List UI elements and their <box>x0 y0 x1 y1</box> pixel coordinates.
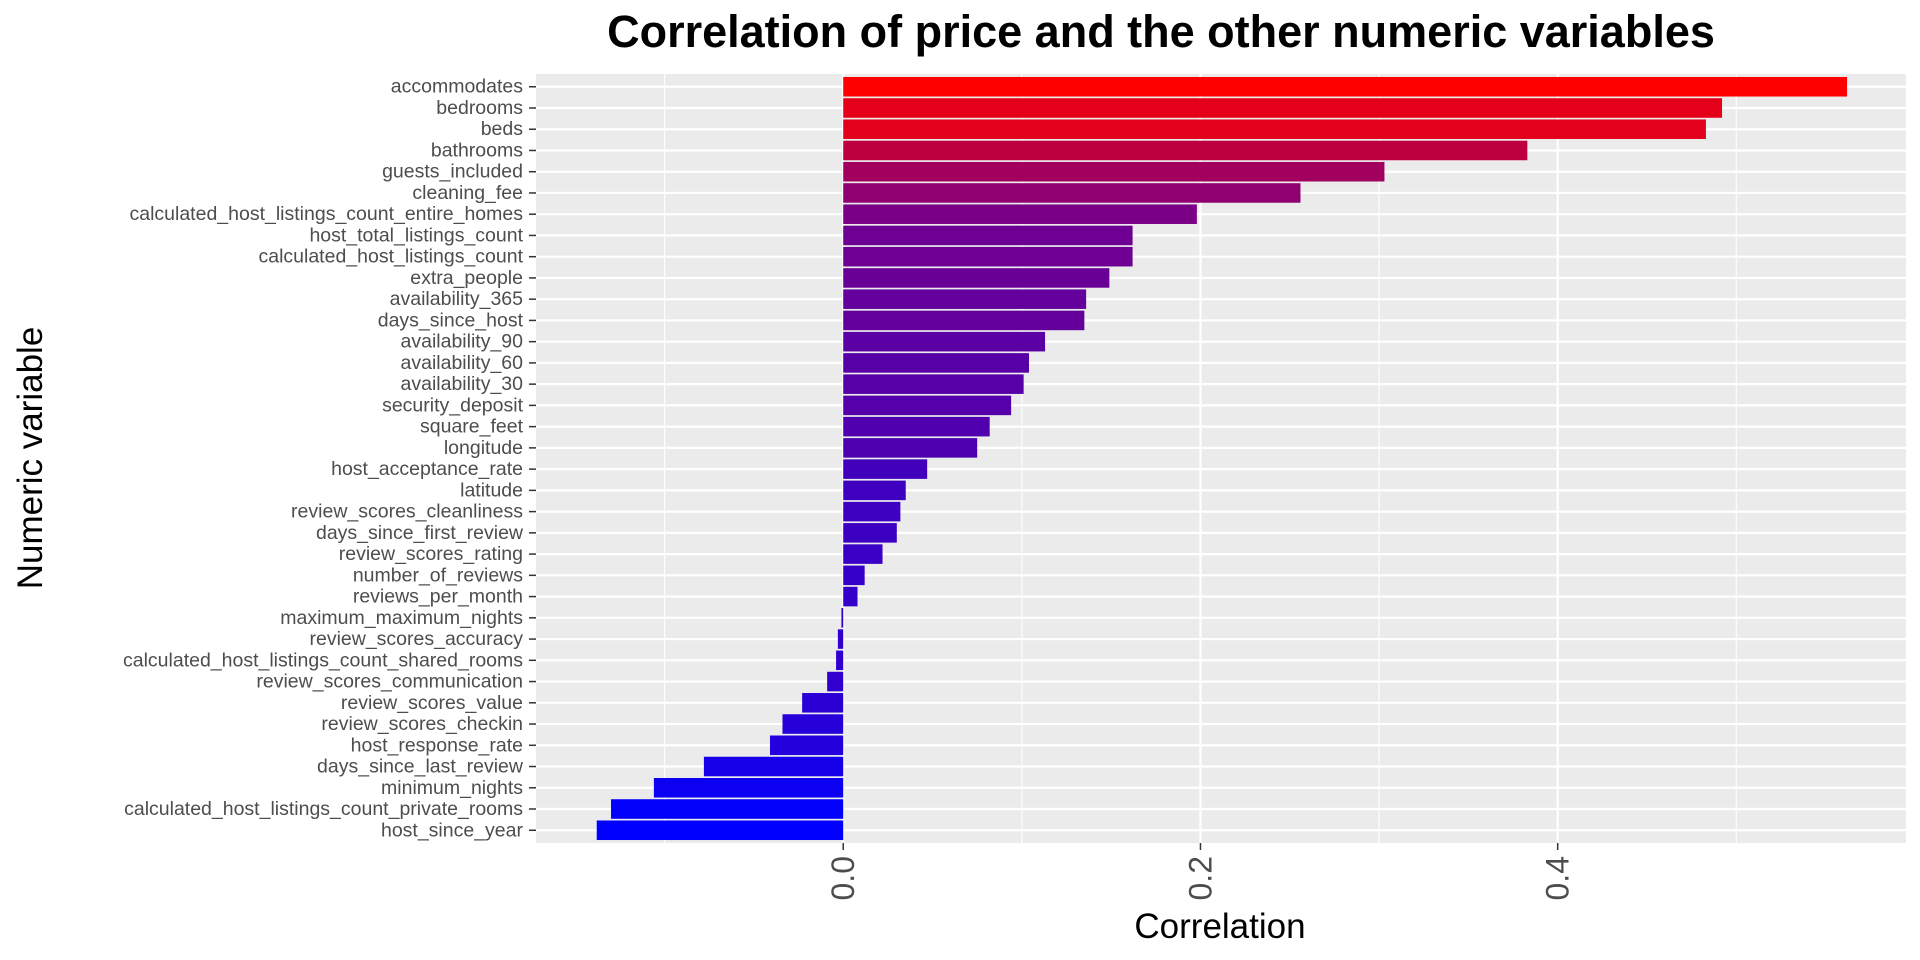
bar-bedrooms <box>843 98 1723 118</box>
bar-availability-60 <box>843 353 1029 373</box>
y-tick-label: guests_included <box>382 161 523 183</box>
y-tick-label: availability_60 <box>401 352 524 374</box>
bar-extra-people <box>843 268 1110 288</box>
x-axis-ticks: 0.0 0.2 0.4 <box>825 843 1576 900</box>
x-axis-title: Correlation <box>1134 907 1305 946</box>
bar-calculated-host-listings-count-private-rooms <box>611 799 844 819</box>
bar-calculated-host-listings-count-entire-homes <box>843 204 1197 224</box>
bar-days-since-host <box>843 310 1085 331</box>
x-tick-label: 0.4 <box>1540 856 1576 900</box>
y-tick-label: bedrooms <box>436 97 523 119</box>
y-tick-label: days_since_host <box>378 309 524 331</box>
y-tick-label: host_total_listings_count <box>309 224 523 246</box>
bar-availability-365 <box>843 289 1087 309</box>
bar-availability-30 <box>843 374 1024 394</box>
bar-guests-included <box>843 161 1385 182</box>
x-tick-label: 0.2 <box>1182 856 1218 900</box>
y-tick-label: number_of_reviews <box>353 564 523 586</box>
bar-days-since-first-review <box>843 523 897 543</box>
y-tick-label: bathrooms <box>431 139 523 161</box>
bar-calculated-host-listings-count <box>843 246 1133 267</box>
y-tick-label: availability_30 <box>401 373 524 395</box>
y-tick-label: calculated_host_listings_count <box>258 246 523 268</box>
bar-host-total-listings-count <box>843 225 1133 246</box>
y-tick-label: calculated_host_listings_count_private_r… <box>124 798 523 820</box>
y-tick-label: availability_365 <box>390 288 523 310</box>
y-tick-label: cleaning_fee <box>412 182 523 204</box>
bar-host-acceptance-rate <box>843 459 928 479</box>
bar-host-response-rate <box>769 735 844 756</box>
bar-maximum-maximum-nights <box>841 608 844 628</box>
y-tick-label: calculated_host_listings_count_shared_ro… <box>123 649 523 671</box>
bar-longitude <box>843 438 978 458</box>
y-tick-label: beds <box>481 118 524 140</box>
y-tick-label: days_since_last_review <box>317 756 524 778</box>
y-tick-label: maximum_maximum_nights <box>280 607 523 629</box>
bar-reviews-per-month <box>843 586 858 607</box>
bar-beds <box>843 119 1706 140</box>
y-tick-label: extra_people <box>410 267 523 289</box>
bar-security-deposit <box>843 395 1012 416</box>
y-tick-label: review_scores_value <box>341 692 523 714</box>
y-axis-category-labels: accommodatesbedroomsbedsbathroomsguests_… <box>123 76 536 841</box>
bar-calculated-host-listings-count-shared-rooms <box>836 650 844 671</box>
bar-review-scores-rating <box>843 544 883 564</box>
bar-bathrooms <box>843 140 1528 161</box>
bar-review-scores-accuracy <box>837 629 844 649</box>
y-tick-label: calculated_host_listings_count_entire_ho… <box>129 203 523 225</box>
y-tick-label: reviews_per_month <box>353 586 523 608</box>
y-tick-label: host_since_year <box>381 819 524 841</box>
bar-days-since-last-review <box>703 756 844 777</box>
y-tick-label: days_since_first_review <box>316 522 524 544</box>
bar-number-of-reviews <box>843 565 865 586</box>
y-tick-label: review_scores_cleanliness <box>291 501 523 523</box>
bar-review-scores-communication <box>827 671 844 692</box>
y-tick-label: square_feet <box>420 416 524 438</box>
y-tick-label: review_scores_accuracy <box>309 628 523 650</box>
bar-square-feet <box>843 416 990 437</box>
bar-accommodates <box>843 76 1848 97</box>
y-tick-label: minimum_nights <box>381 777 523 799</box>
bars <box>596 76 1848 841</box>
bar-review-scores-checkin <box>782 714 844 734</box>
chart-title: Correlation of price and the other numer… <box>607 6 1715 57</box>
bar-host-since-year <box>596 820 844 841</box>
bar-availability-90 <box>843 331 1046 352</box>
bar-minimum-nights <box>653 777 844 798</box>
y-tick-label: latitude <box>460 479 523 501</box>
bar-review-scores-value <box>802 693 844 713</box>
y-tick-label: review_scores_rating <box>339 543 523 565</box>
bar-latitude <box>843 480 906 501</box>
bar-cleaning-fee <box>843 183 1301 203</box>
y-tick-label: review_scores_communication <box>256 671 523 693</box>
y-tick-label: security_deposit <box>382 394 523 416</box>
y-axis-title: Numeric variable <box>11 327 50 590</box>
y-tick-label: availability_90 <box>401 331 524 353</box>
bar-review-scores-cleanliness <box>843 501 901 522</box>
y-tick-label: longitude <box>444 437 523 459</box>
y-tick-label: review_scores_checkin <box>321 713 523 735</box>
x-tick-label: 0.0 <box>825 856 861 900</box>
y-tick-label: accommodates <box>391 76 523 98</box>
y-tick-label: host_acceptance_rate <box>331 458 523 480</box>
y-tick-label: host_response_rate <box>351 734 523 756</box>
